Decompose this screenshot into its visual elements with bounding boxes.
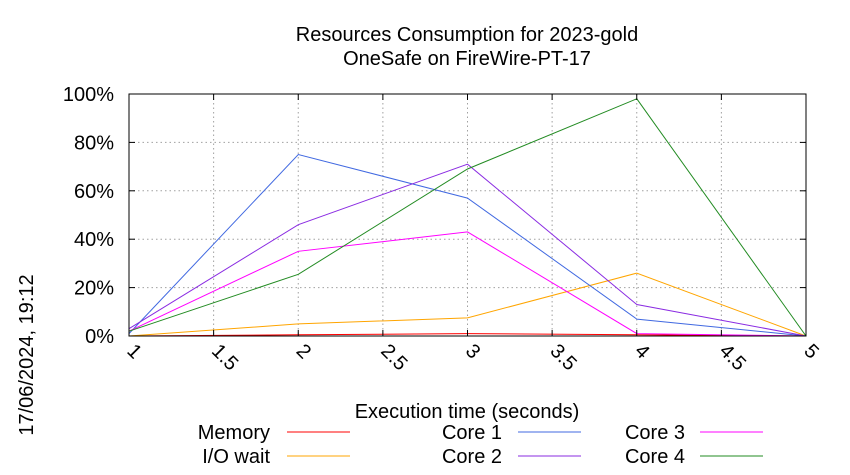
x-tick-label: 2 [292, 340, 315, 363]
legend-label-memory: Memory [198, 422, 270, 444]
y-tick-label: 40% [74, 229, 114, 251]
x-tick-label: 1.5 [207, 340, 242, 375]
y-tick-label: 0% [85, 326, 114, 348]
legend-label-i-o-wait: I/O wait [202, 446, 270, 468]
legend-label-core-4: Core 4 [625, 446, 685, 468]
series-line-core-4 [128, 98, 807, 337]
series-line-core-2 [128, 163, 807, 337]
legend-label-core-1: Core 1 [442, 422, 502, 444]
x-tick-label: 2.5 [376, 340, 411, 375]
y-tick-label: 20% [74, 278, 114, 300]
timestamp-label: 17/06/2024, 19:12 [16, 274, 38, 435]
x-tick-label: 3.5 [546, 340, 581, 375]
series-line-i-o-wait [128, 272, 807, 337]
x-axis-label: Execution time (seconds) [355, 401, 580, 423]
series-lines [128, 98, 807, 337]
x-tick-label: 4.5 [715, 340, 750, 375]
axis-ticks: 0% 20% 40% 60% 80% 100% 1 1.5 2 2.5 3 3.5 4 4.5 5 [63, 84, 823, 375]
chart-title-line-1: Resources Consumption for 2023-gold [296, 24, 638, 46]
y-tick-label: 60% [74, 181, 114, 203]
x-tick-label: 1 [122, 340, 145, 363]
chart-title-line-2: OneSafe on FireWire-PT-17 [343, 48, 591, 70]
legend-label-core-2: Core 2 [442, 446, 502, 468]
legend-label-core-3: Core 3 [625, 422, 685, 444]
x-tick-label: 4 [630, 340, 653, 363]
grid [129, 94, 806, 336]
y-tick-label: 100% [63, 84, 114, 106]
x-tick-label: 3 [461, 340, 484, 363]
y-tick-label: 80% [74, 132, 114, 154]
series-line-core-3 [128, 231, 807, 337]
x-tick-label: 5 [799, 340, 822, 363]
series-line-core-1 [128, 153, 807, 337]
